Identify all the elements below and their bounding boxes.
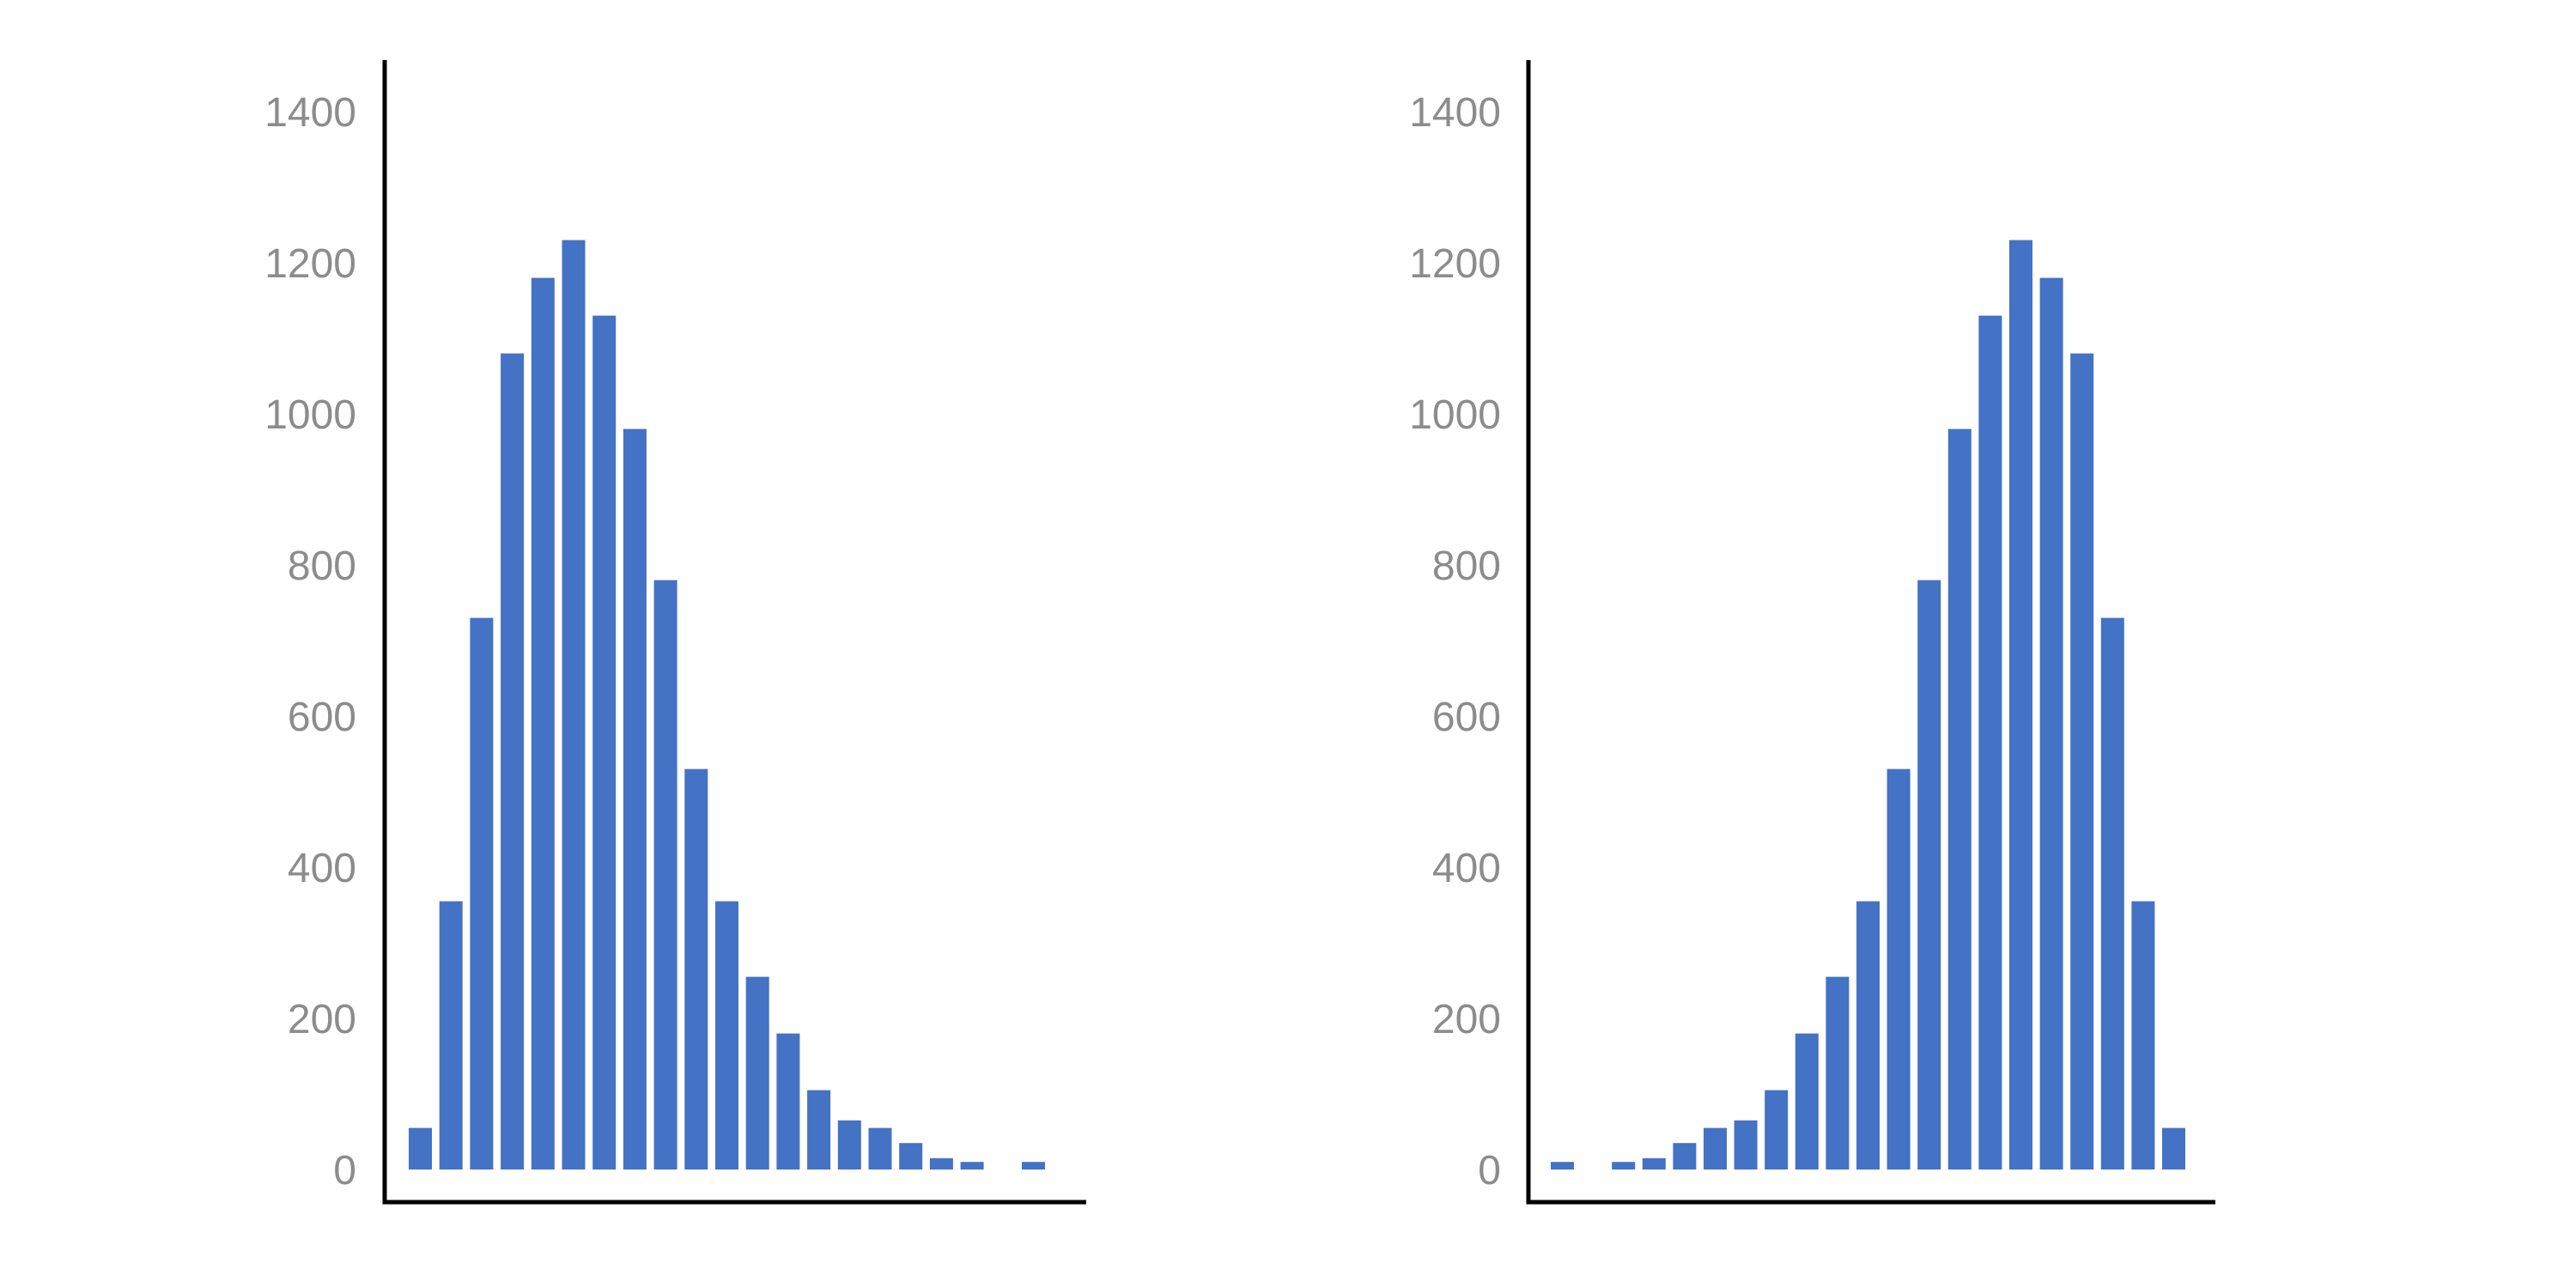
right-bar-6 bbox=[1704, 1127, 1727, 1170]
right-bar-18 bbox=[2070, 353, 2094, 1170]
left-bar-4 bbox=[501, 353, 525, 1170]
right-bar-12 bbox=[1886, 769, 1911, 1170]
left-bar-2 bbox=[439, 901, 463, 1170]
right-y-tick-label-400: 400 bbox=[1432, 846, 1501, 891]
left-bar-8 bbox=[623, 428, 647, 1170]
left-bar-9 bbox=[653, 580, 677, 1170]
right-bar-19 bbox=[2100, 617, 2124, 1170]
right-bar-14 bbox=[1947, 428, 1971, 1170]
left-bar-12 bbox=[745, 976, 769, 1170]
right-bar-1 bbox=[1551, 1162, 1574, 1170]
right-y-tick-label-600: 600 bbox=[1432, 695, 1501, 740]
left-y-tick-label-600: 600 bbox=[288, 695, 356, 740]
left-bar-15 bbox=[837, 1120, 861, 1170]
right-bar-3 bbox=[1612, 1162, 1636, 1170]
right-y-tick-label-200: 200 bbox=[1432, 997, 1501, 1042]
right-bar-4 bbox=[1642, 1157, 1666, 1170]
right-y-tick-label-800: 800 bbox=[1432, 544, 1501, 589]
right-bar-5 bbox=[1673, 1143, 1697, 1170]
right-bar-7 bbox=[1734, 1120, 1758, 1170]
left-y-tick-label-400: 400 bbox=[288, 846, 356, 891]
right-bar-21 bbox=[2162, 1127, 2185, 1170]
left-histogram: 0 200 400 600 800 1000 1200 1400 bbox=[264, 60, 1086, 1205]
left-bar-13 bbox=[776, 1033, 800, 1170]
right-histogram: 0 200 400 600 800 1000 1200 1400 bbox=[1409, 60, 2215, 1205]
right-y-tick-label-0: 0 bbox=[1478, 1148, 1501, 1194]
right-y-tick-label-1400: 1400 bbox=[1409, 90, 1501, 136]
right-bar-15 bbox=[1978, 315, 2002, 1170]
left-bar-16 bbox=[868, 1127, 892, 1170]
right-bar-16 bbox=[2009, 240, 2032, 1170]
right-bar-17 bbox=[2039, 277, 2063, 1170]
left-bar-6 bbox=[562, 240, 586, 1170]
left-bar-18 bbox=[929, 1157, 953, 1170]
left-bar-7 bbox=[592, 315, 617, 1170]
left-y-tick-label-800: 800 bbox=[288, 544, 356, 589]
right-bar-11 bbox=[1856, 901, 1880, 1170]
right-bar-13 bbox=[1917, 580, 1941, 1170]
right-y-tick-label-1000: 1000 bbox=[1409, 392, 1501, 438]
left-bar-14 bbox=[807, 1090, 831, 1170]
left-bar-3 bbox=[470, 617, 494, 1170]
left-bar-10 bbox=[684, 769, 708, 1170]
left-bar-5 bbox=[531, 277, 555, 1170]
right-bar-20 bbox=[2131, 901, 2155, 1170]
left-bar-21 bbox=[1022, 1162, 1045, 1170]
right-bar-10 bbox=[1826, 976, 1850, 1170]
left-y-tick-label-1400: 1400 bbox=[264, 90, 356, 136]
left-y-tick-label-200: 200 bbox=[288, 997, 356, 1042]
right-y-tick-label-1200: 1200 bbox=[1409, 241, 1501, 287]
right-bar-9 bbox=[1795, 1033, 1819, 1170]
left-bar-17 bbox=[899, 1143, 923, 1170]
left-bar-11 bbox=[715, 901, 738, 1170]
left-y-tick-label-0: 0 bbox=[333, 1148, 356, 1194]
left-y-tick-label-1000: 1000 bbox=[264, 392, 356, 438]
left-bar-19 bbox=[960, 1162, 984, 1170]
left-bar-1 bbox=[409, 1127, 432, 1170]
right-bar-8 bbox=[1765, 1090, 1789, 1170]
left-y-tick-label-1200: 1200 bbox=[264, 241, 356, 287]
